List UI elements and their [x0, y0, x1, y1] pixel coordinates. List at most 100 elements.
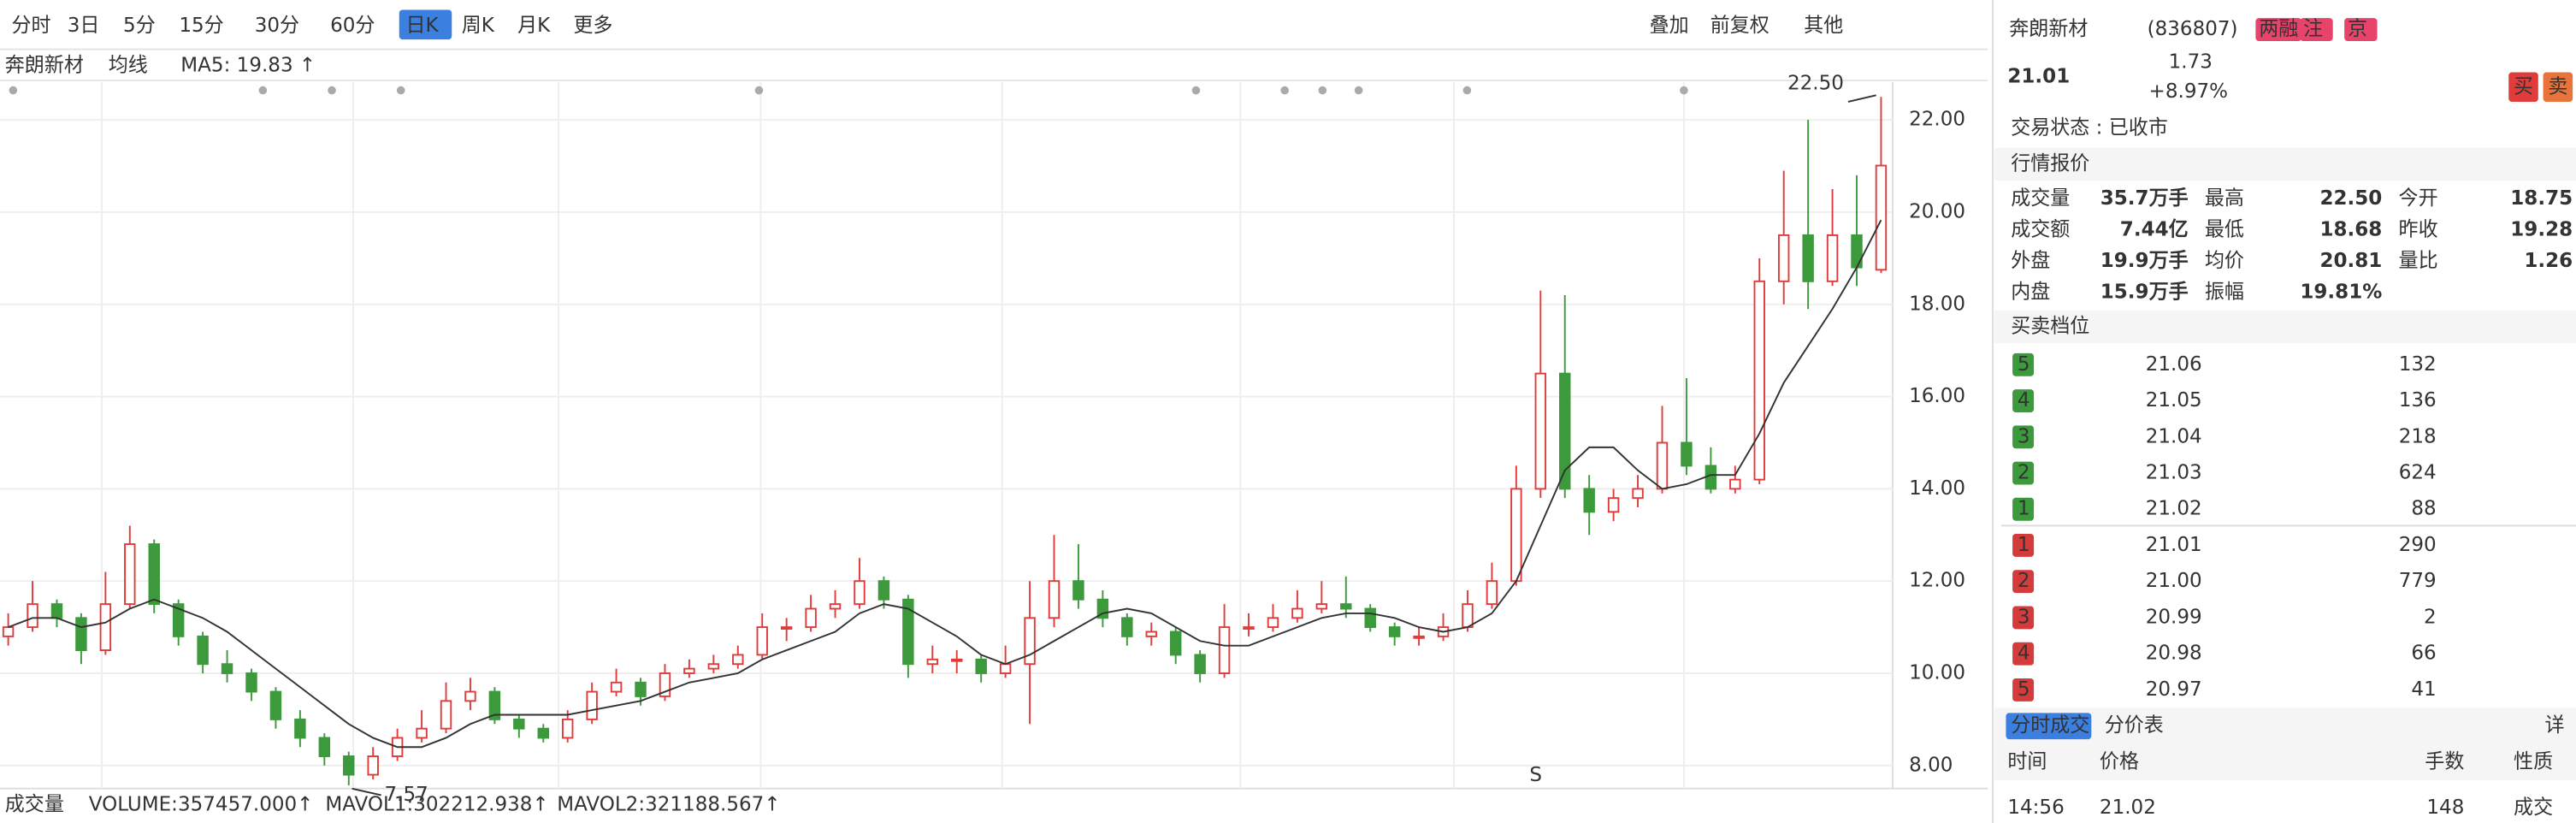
stock-name: 奔朗新材: [5, 54, 84, 76]
level-price: 21.03: [2146, 462, 2202, 484]
candle-body: [1486, 580, 1498, 606]
candle-body: [707, 663, 720, 670]
candle-body: [537, 727, 549, 739]
y-tick-label: 16.00: [1909, 385, 1965, 407]
trade-button-label[interactable]: 卖: [2548, 75, 2567, 98]
level-volume: 218: [2399, 425, 2437, 447]
candle-body: [1826, 234, 1839, 282]
candle-body: [1851, 234, 1863, 269]
ma-menu[interactable]: 均线: [109, 54, 148, 76]
level-badge: [2012, 606, 2035, 630]
period-tab[interactable]: 60分: [330, 15, 375, 37]
marker-dot: [1280, 86, 1289, 95]
candle-body: [245, 672, 257, 693]
level-badge: [2012, 389, 2035, 412]
candle-body: [1315, 603, 1328, 610]
candle-body: [1194, 654, 1206, 674]
trade-cell: 成交: [2514, 796, 2553, 819]
candle-body: [1729, 478, 1741, 490]
toolbar-option[interactable]: 其他: [1804, 15, 1843, 37]
candle-body: [343, 755, 355, 776]
stat-label: 成交额: [2011, 218, 2070, 240]
quote-name: 奔朗新材: [2009, 18, 2088, 40]
level-price: 21.00: [2146, 570, 2202, 592]
volume-label[interactable]: 成交量: [5, 793, 64, 815]
candle-body: [318, 737, 331, 757]
period-tab[interactable]: 分时: [11, 15, 50, 37]
level-badge: [2012, 352, 2035, 376]
candle-body: [1024, 617, 1036, 666]
candle-body: [902, 598, 914, 666]
tab[interactable]: 详: [2545, 714, 2565, 737]
y-tick-label: 14.00: [1909, 477, 1965, 500]
level-badge: [2012, 570, 2035, 594]
trade-cell: 148: [2426, 796, 2464, 819]
stat-value: 18.75: [2510, 187, 2573, 210]
candle-body: [172, 603, 185, 637]
level-price: 21.06: [2146, 353, 2202, 376]
tag-bg: [2300, 18, 2333, 42]
level-price: 21.04: [2146, 425, 2202, 447]
candle-body: [1583, 488, 1595, 513]
candle-body: [1559, 372, 1571, 490]
level-badge: [2012, 642, 2035, 666]
period-tab[interactable]: 3日: [68, 15, 100, 37]
candle-body: [269, 690, 282, 720]
marker-dot: [1318, 86, 1327, 95]
level-volume: 624: [2399, 462, 2437, 484]
period-tab[interactable]: 月K: [517, 15, 551, 37]
stat-label: 内盘: [2011, 281, 2050, 303]
stat-value: 19.81%: [2300, 281, 2382, 303]
marker-dot: [1191, 86, 1201, 95]
stat-label: 振幅: [2205, 281, 2244, 303]
period-tab[interactable]: 5分: [123, 15, 156, 37]
candle-body: [854, 580, 866, 606]
candle-body: [1607, 497, 1620, 513]
period-tab[interactable]: 日K: [405, 15, 439, 37]
level-number: 4: [2018, 642, 2030, 665]
level-volume: 132: [2399, 353, 2437, 376]
stat-value: 22.50: [2319, 187, 2382, 210]
quote-price: 21.01: [2007, 66, 2070, 88]
candle-body: [221, 663, 233, 674]
candle-body: [1875, 164, 1888, 271]
candle-body: [1267, 617, 1279, 629]
candle-body: [951, 658, 963, 662]
candle-body: [1169, 631, 1182, 656]
tab[interactable]: 分价表: [2105, 714, 2164, 737]
candle-body: [805, 607, 817, 629]
toolbar-option[interactable]: 叠加: [1650, 15, 1689, 37]
candle-body: [586, 690, 598, 720]
candle-body: [999, 663, 1012, 674]
level-badge: [2012, 497, 2035, 521]
candle-body: [464, 690, 476, 702]
period-tab[interactable]: 30分: [255, 15, 299, 37]
ma5-label: MA5: 19.83 ↑: [180, 54, 316, 76]
tab[interactable]: 分时成交: [2011, 714, 2089, 737]
candle-body: [975, 658, 987, 674]
candle-body: [1340, 603, 1352, 610]
period-tab[interactable]: 更多: [573, 15, 612, 37]
trade-button[interactable]: [2543, 72, 2573, 103]
trade-button[interactable]: [2508, 72, 2538, 103]
candle-body: [1632, 488, 1644, 500]
period-tab[interactable]: 15分: [179, 15, 223, 37]
tag: 两融: [2259, 18, 2298, 40]
period-tab[interactable]: 周K: [462, 15, 495, 37]
level-volume: 41: [2411, 678, 2436, 701]
level-volume: 136: [2399, 389, 2437, 412]
candle-body: [683, 667, 695, 674]
candle-body: [1656, 441, 1669, 490]
tab-active[interactable]: [2006, 713, 2092, 740]
stat-value: 15.9万手: [2100, 281, 2189, 303]
trade-status: 交易状态 : 已收市: [2011, 116, 2168, 139]
candle-body: [1291, 607, 1303, 619]
marker-dot: [1680, 86, 1688, 95]
candle-body: [440, 700, 452, 730]
candle-body: [513, 718, 525, 730]
candle-body: [659, 672, 671, 697]
section-bg: [1994, 310, 2576, 344]
toolbar-option[interactable]: 前复权: [1710, 15, 1770, 37]
high-annotation: 22.50: [1787, 72, 1844, 94]
trade-button-label[interactable]: 买: [2514, 75, 2533, 98]
